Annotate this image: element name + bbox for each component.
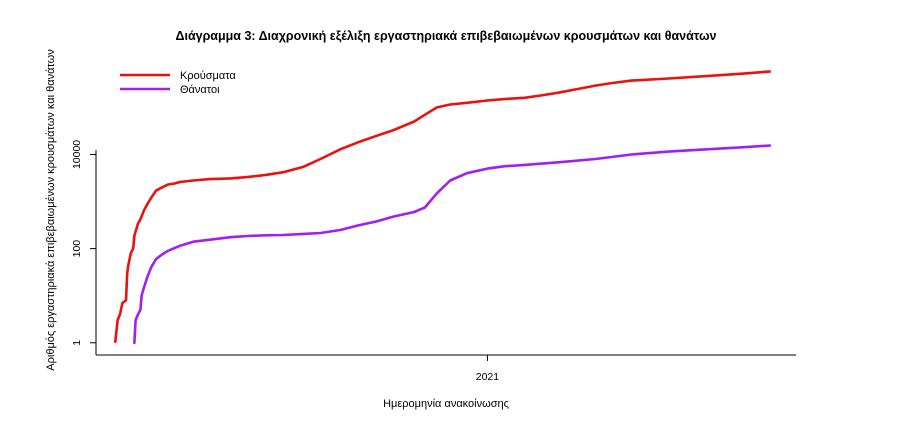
plot-area: 1 100 10000 2021 (71, 70, 796, 383)
series-line-2 (133, 144, 771, 345)
series-line-1 (113, 70, 771, 343)
y-ticks: 1 100 10000 (71, 140, 96, 346)
x-ticks: 2021 (476, 355, 500, 383)
chart-title: Διάγραμμα 3: Διαχρονική εξέλιξη εργαστηρ… (175, 29, 716, 43)
series-layer (113, 70, 771, 345)
y-tick-label: 100 (71, 240, 83, 258)
legend: Κρούσματα Θάνατοι (120, 70, 236, 96)
x-tick-label: 2021 (476, 371, 500, 383)
x-axis-title: Ημερομηνία ανακοίνωσης (383, 398, 509, 410)
y-tick-label: 10000 (71, 140, 83, 169)
legend-label: Κρούσματα (180, 70, 236, 82)
y-tick-label: 1 (71, 340, 83, 346)
y-axis-title: Αριθμός εργαστηριακά επιβεβαιωμένων κρου… (45, 49, 57, 371)
legend-label: Θάνατοι (180, 84, 220, 96)
